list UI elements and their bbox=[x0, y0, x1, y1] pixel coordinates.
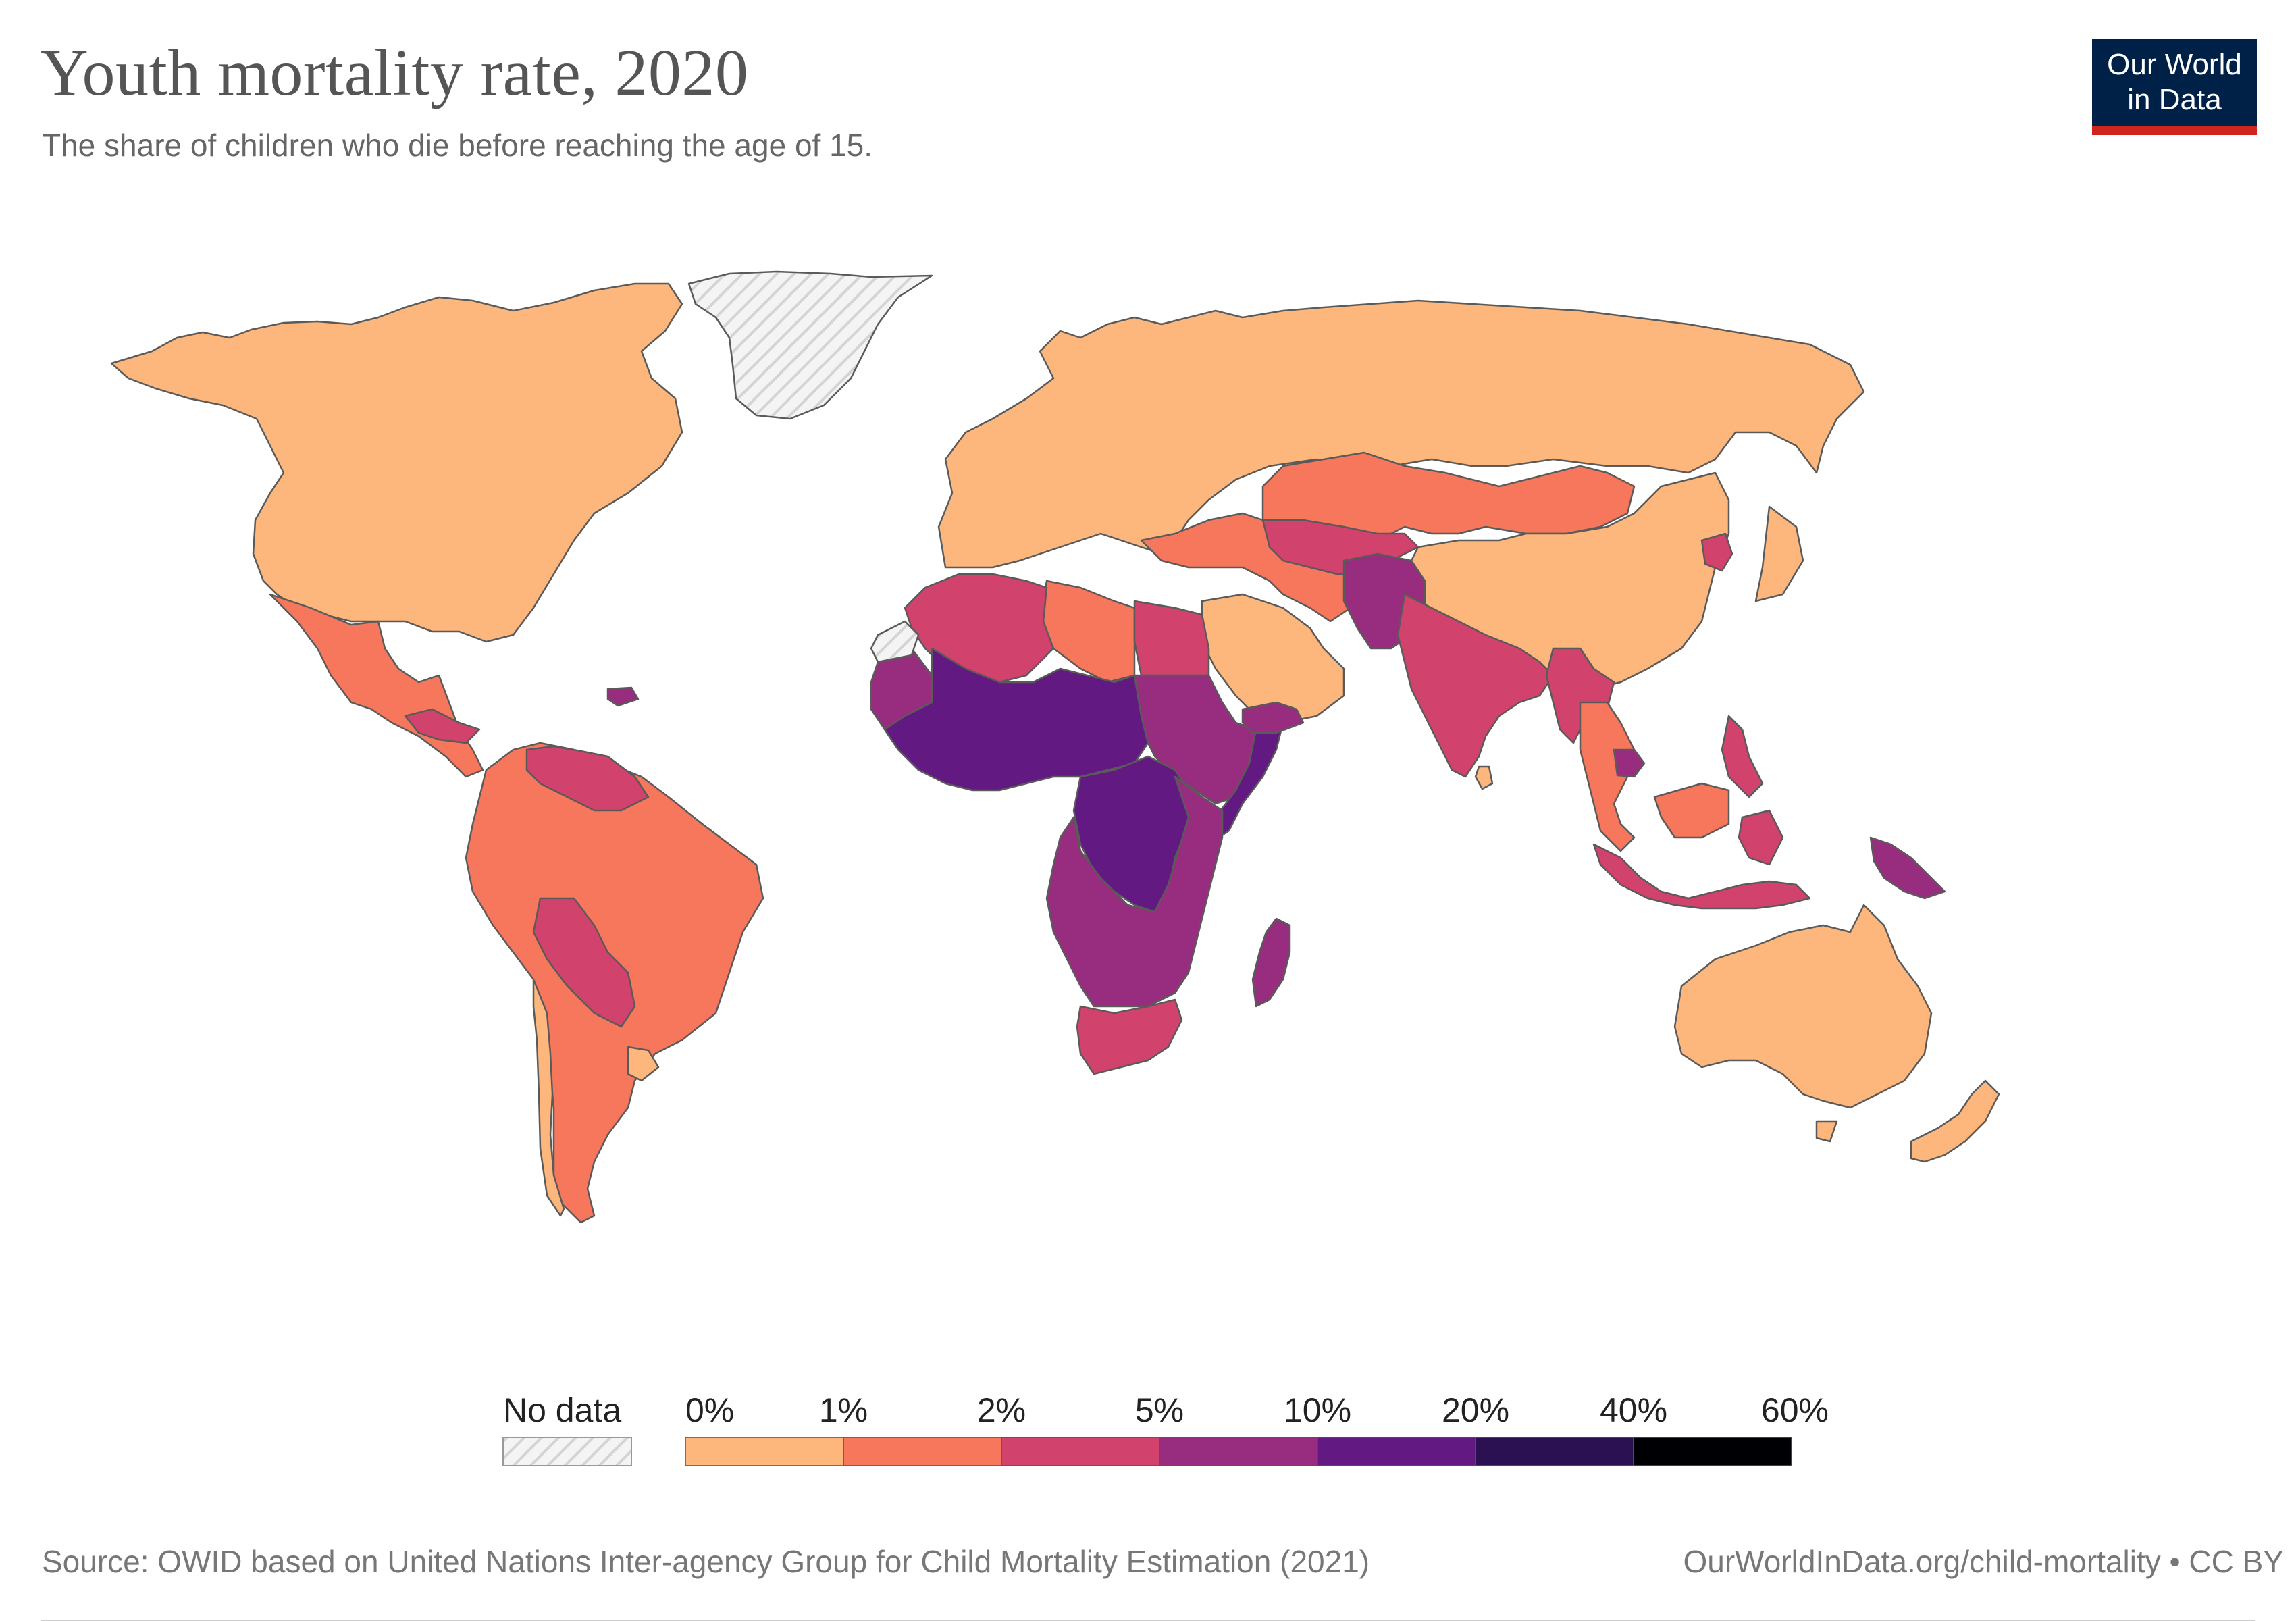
region-madagascar[interactable] bbox=[1251, 917, 1291, 1008]
logo-line-1: Our World bbox=[2107, 48, 2242, 81]
region-australia-new-zealand[interactable] bbox=[1673, 904, 2000, 1163]
source-link[interactable]: OurWorldInData.org/child-mortality • CC … bbox=[1683, 1544, 2284, 1579]
legend-swatch-2 bbox=[1001, 1437, 1160, 1466]
region-south-africa[interactable] bbox=[1076, 998, 1183, 1075]
legend-no-data-label: No data bbox=[503, 1391, 621, 1429]
region-greenland[interactable] bbox=[687, 270, 933, 420]
region-east-southern-africa[interactable] bbox=[1045, 775, 1224, 1008]
region-chile-uruguay[interactable] bbox=[532, 978, 660, 1217]
region-philippines-indonesia[interactable] bbox=[1592, 715, 1811, 910]
legend-tick-label-4: 10% bbox=[1284, 1391, 1351, 1429]
world-map[interactable] bbox=[0, 0, 2296, 1385]
chart-title: Youth mortality rate, 2020 bbox=[41, 36, 749, 109]
region-venezuela-guyana[interactable] bbox=[525, 745, 650, 812]
region-bolivia-paraguay[interactable] bbox=[532, 897, 636, 1028]
region-sri-lanka[interactable] bbox=[1474, 765, 1494, 790]
region-saudi-arabia-gulf[interactable] bbox=[1201, 593, 1345, 724]
legend-tick-label-3: 5% bbox=[1135, 1391, 1184, 1429]
legend-swatch-5 bbox=[1475, 1437, 1634, 1466]
region-guatemala-honduras[interactable] bbox=[404, 708, 481, 744]
legend-tick-label-end: 60% bbox=[1761, 1391, 1829, 1429]
source-note: Source: OWID based on United Nations Int… bbox=[42, 1544, 1370, 1579]
bottom-divider bbox=[41, 1620, 2255, 1621]
chart-subtitle: The share of children who die before rea… bbox=[42, 128, 873, 163]
logo-line-2: in Data bbox=[2127, 83, 2222, 116]
legend-no-data-swatch bbox=[502, 1437, 632, 1466]
legend-tick-label-2: 2% bbox=[977, 1391, 1026, 1429]
legend-swatch-6 bbox=[1633, 1437, 1792, 1466]
legend-swatch-4 bbox=[1317, 1437, 1476, 1466]
legend-swatch-1 bbox=[843, 1437, 1002, 1466]
region-somalia[interactable] bbox=[1214, 721, 1284, 839]
legend-swatch-0 bbox=[685, 1437, 844, 1466]
region-india-south-asia[interactable] bbox=[1397, 593, 1555, 778]
region-cambodia[interactable] bbox=[1613, 748, 1646, 778]
color-legend: No data 0% 1% 2% 5% 10% 20% 40% 60% bbox=[502, 1391, 1829, 1466]
region-western-sahara[interactable] bbox=[870, 620, 920, 663]
region-haiti[interactable] bbox=[606, 686, 640, 707]
logo-accent-bar bbox=[2092, 126, 2257, 135]
region-papua-new-guinea[interactable] bbox=[1869, 836, 1946, 900]
region-yemen[interactable] bbox=[1241, 701, 1305, 734]
legend-tick-label-1: 1% bbox=[819, 1391, 868, 1429]
region-north-america[interactable] bbox=[110, 282, 683, 643]
legend-tick-label-0: 0% bbox=[685, 1391, 734, 1429]
legend-tick-label-6: 40% bbox=[1600, 1391, 1667, 1429]
region-north-korea[interactable] bbox=[1700, 532, 1733, 572]
legend-swatch-3 bbox=[1159, 1437, 1318, 1466]
region-thailand-vietnam-malaysia[interactable] bbox=[1579, 701, 1730, 852]
legend-tick-label-5: 20% bbox=[1442, 1391, 1509, 1429]
owid-logo[interactable]: Our World in Data bbox=[2092, 39, 2257, 135]
